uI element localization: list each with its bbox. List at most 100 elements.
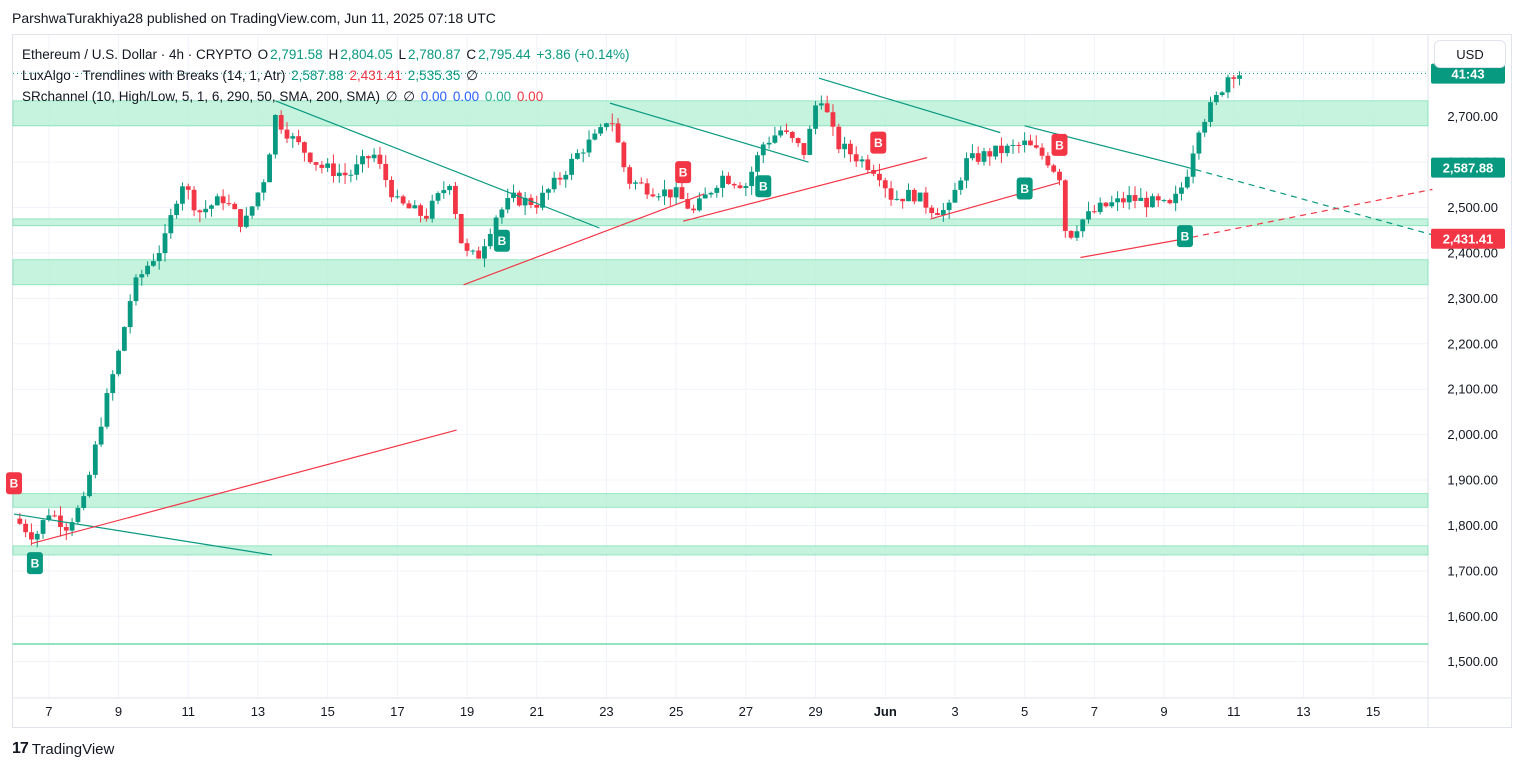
- signal-badge-green[interactable]: B: [755, 175, 772, 198]
- candle-body: [1115, 198, 1120, 203]
- signal-badge-green[interactable]: B: [1016, 177, 1033, 200]
- signal-label: B: [31, 557, 40, 571]
- legend-luxalgo-row[interactable]: LuxAlgo - Trendlines with Breaks (14, 1,…: [22, 65, 632, 86]
- candle: [929, 205, 935, 218]
- time-tick-label: 27: [739, 704, 753, 719]
- candle-body: [551, 177, 557, 190]
- srchannel-value-2: ∅: [403, 89, 416, 104]
- currency-button[interactable]: USD: [1434, 40, 1506, 68]
- candle: [1161, 199, 1167, 203]
- candle: [662, 179, 667, 206]
- signal-badge-red[interactable]: B: [6, 472, 22, 495]
- signal-badge-red[interactable]: B: [870, 131, 887, 154]
- candle: [656, 193, 662, 201]
- candle-body: [110, 374, 116, 394]
- time-tick-label: 11: [182, 704, 196, 719]
- candle: [394, 189, 400, 199]
- signal-badge-bg: [26, 552, 43, 575]
- signal-label: B: [10, 477, 19, 491]
- time-tick-label: 13: [251, 704, 265, 719]
- candle: [453, 181, 458, 220]
- candle: [499, 207, 505, 224]
- signal-badge-green[interactable]: B: [493, 229, 510, 252]
- candle: [1074, 225, 1080, 241]
- candle: [1010, 139, 1016, 154]
- candle-body: [888, 188, 894, 200]
- candle: [731, 182, 737, 189]
- candle: [865, 154, 871, 174]
- signal-badge-red[interactable]: B: [675, 161, 692, 184]
- trendline-green: [1024, 125, 1186, 168]
- time-tick-label: 25: [669, 704, 683, 719]
- price-tick-label: 1,900.00: [1447, 473, 1498, 488]
- srchannel-title[interactable]: SRchannel (10, High/Low, 5, 1, 6, 290, 5…: [22, 89, 380, 104]
- candle-body: [1057, 171, 1062, 181]
- candle-body: [214, 196, 220, 206]
- candle: [371, 148, 377, 163]
- candle-body: [81, 496, 87, 508]
- candle: [458, 213, 464, 244]
- candle-body: [958, 180, 964, 190]
- candle-body: [830, 112, 836, 127]
- candle: [673, 178, 679, 205]
- candle: [1004, 143, 1010, 157]
- trendline-green: [13, 513, 272, 556]
- signal-badge-green[interactable]: B: [26, 552, 43, 575]
- candle-body: [505, 198, 511, 210]
- candle-body: [1051, 165, 1057, 172]
- candle: [999, 137, 1004, 163]
- signal-badge-bg: [1051, 133, 1068, 156]
- candle-body: [319, 164, 325, 168]
- candle: [1202, 118, 1208, 137]
- candle-body: [371, 154, 377, 159]
- candle-body: [749, 171, 755, 187]
- signal-label: B: [1055, 138, 1064, 152]
- candle-body: [307, 152, 313, 163]
- signal-badge-green[interactable]: B: [1176, 225, 1193, 248]
- signal-label: B: [498, 234, 507, 248]
- candle-body: [1045, 155, 1051, 166]
- candle-body: [17, 518, 23, 524]
- legend-symbol-row[interactable]: Ethereum / U.S. Dollar · 4h · CRYPTO O 2,…: [22, 44, 632, 65]
- candle-body: [185, 186, 191, 190]
- candle-body: [1132, 195, 1138, 201]
- candle-body: [325, 163, 331, 168]
- legend-srchannel-row[interactable]: SRchannel (10, High/Low, 5, 1, 6, 290, 5…: [22, 86, 632, 107]
- luxalgo-title[interactable]: LuxAlgo - Trendlines with Breaks (14, 1,…: [22, 68, 286, 83]
- candle: [226, 194, 232, 207]
- price-tick-label: 2,700.00: [1447, 109, 1498, 124]
- time-tick-label: 15: [1366, 704, 1380, 719]
- candle-body: [238, 209, 243, 227]
- candle: [708, 191, 714, 198]
- symbol-title[interactable]: Ethereum / U.S. Dollar · 4h · CRYPTO: [22, 47, 252, 62]
- candle: [638, 177, 644, 185]
- candle: [412, 200, 418, 209]
- time-tick-label: 7: [45, 704, 52, 719]
- candle-body: [975, 153, 981, 162]
- candle-body: [789, 131, 795, 139]
- candle-body: [1016, 144, 1022, 146]
- srchannel-value-3: 0.00: [420, 89, 448, 104]
- candle-body: [999, 145, 1004, 154]
- price-tick-label: 2,500.00: [1447, 200, 1498, 215]
- candle: [1097, 197, 1103, 215]
- candle-body: [662, 189, 667, 197]
- candle-body: [987, 151, 993, 157]
- candle-body: [691, 208, 696, 211]
- candle: [737, 182, 743, 189]
- candle: [365, 155, 371, 168]
- candle: [1144, 191, 1150, 217]
- candle-body: [917, 192, 923, 202]
- candle: [795, 137, 801, 148]
- candle-body: [1103, 202, 1109, 207]
- candle: [859, 155, 865, 168]
- candle: [156, 245, 162, 270]
- time-tick-label: 7: [1091, 704, 1098, 719]
- candle: [1138, 188, 1144, 202]
- candle: [400, 194, 406, 206]
- candle: [534, 195, 540, 214]
- candle: [685, 192, 691, 210]
- candle: [807, 125, 813, 156]
- signal-badge-red[interactable]: B: [1051, 133, 1068, 156]
